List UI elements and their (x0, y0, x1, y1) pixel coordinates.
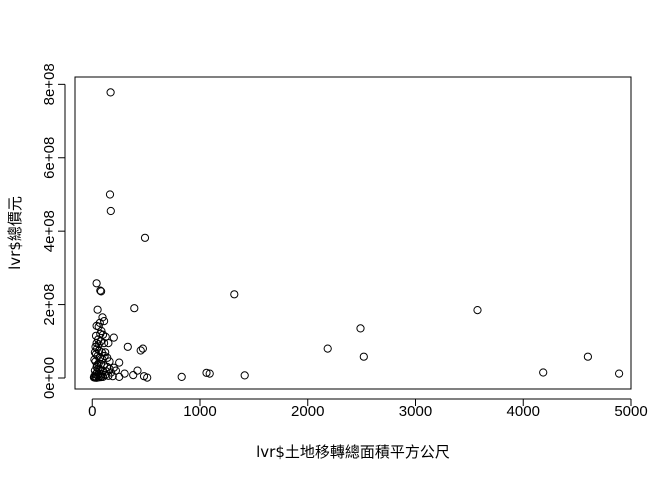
data-point (97, 287, 106, 296)
data-point (90, 348, 100, 357)
data-point (205, 369, 214, 378)
data-point (473, 306, 482, 315)
data-point (138, 344, 147, 353)
x-tick-label: 5000 (614, 403, 647, 420)
y-axis: 0e+00 2e+08 4e+08 6e+08 8e+08 (41, 63, 66, 399)
data-point (106, 206, 115, 216)
data-point (123, 342, 132, 351)
data-point (96, 373, 106, 382)
data-point (230, 290, 239, 299)
data-point (202, 368, 211, 377)
y-tick-label: 8e+08 (41, 63, 58, 105)
x-axis-label: lvr$土地移轉總面積平方公尺 (256, 443, 450, 461)
data-points (89, 88, 624, 382)
data-point (120, 369, 129, 378)
data-point (356, 324, 365, 333)
data-point (130, 304, 139, 313)
y-tick-label: 0e+00 (41, 357, 58, 399)
data-point (129, 371, 138, 380)
data-point (104, 339, 113, 348)
data-point (92, 279, 101, 288)
x-tick-label: 3000 (399, 403, 432, 420)
data-point (359, 352, 368, 361)
data-point (133, 366, 142, 375)
data-point (92, 339, 101, 348)
data-point (100, 317, 109, 326)
data-point (539, 368, 548, 377)
x-tick-label: 0 (88, 403, 96, 420)
x-tick-label: 4000 (507, 403, 540, 420)
y-tick-label: 6e+08 (41, 137, 58, 179)
data-point (101, 348, 110, 357)
data-point (140, 233, 150, 242)
data-point (105, 190, 115, 199)
data-point (143, 373, 152, 382)
data-point (106, 88, 115, 97)
plot-frame (74, 76, 632, 390)
data-point (177, 372, 186, 381)
y-tick-label: 2e+08 (41, 284, 58, 326)
data-point (115, 372, 124, 381)
data-point (105, 364, 114, 373)
y-tick-label: 4e+08 (41, 210, 58, 252)
data-point (323, 344, 332, 353)
data-point (615, 369, 624, 378)
data-point (115, 358, 124, 367)
y-axis-label: lvr$總價元 (6, 196, 24, 270)
data-point (94, 335, 103, 344)
data-point (93, 305, 102, 314)
x-tick-label: 2000 (291, 403, 324, 420)
data-point (240, 371, 249, 380)
x-axis: 0 1000 2000 3000 4000 5000 (88, 398, 648, 420)
data-point (96, 286, 105, 295)
x-tick-label: 1000 (183, 403, 216, 420)
data-point (583, 352, 593, 361)
data-point (109, 333, 118, 342)
data-point (136, 346, 145, 355)
